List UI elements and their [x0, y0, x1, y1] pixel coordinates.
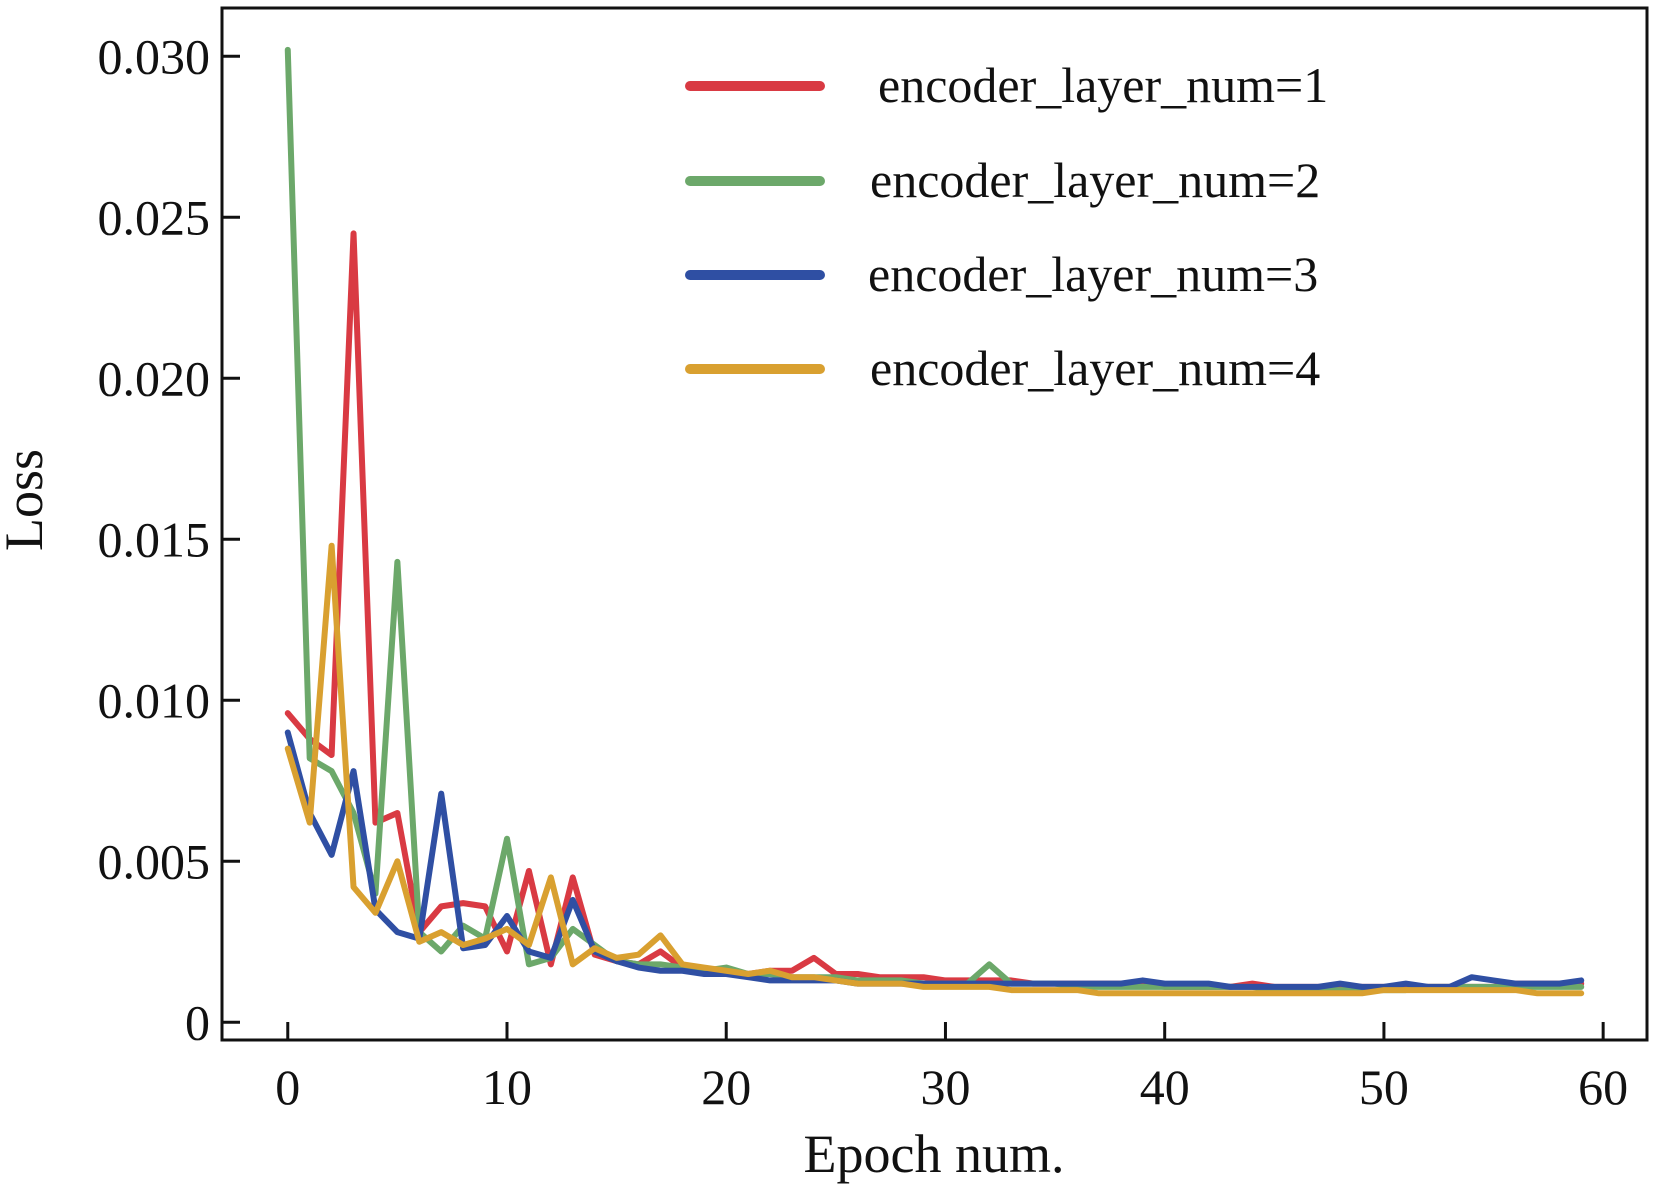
x-axis-label: Epoch num. — [804, 1124, 1065, 1184]
y-tick-label: 0.010 — [98, 672, 211, 728]
legend: encoder_layer_num=1 encoder_layer_num=2 … — [685, 57, 1328, 396]
y-tick-label: 0.005 — [98, 833, 211, 889]
x-tick-label: 60 — [1578, 1059, 1628, 1115]
axis-ticks — [222, 54, 1605, 1040]
series-line-3 — [284, 729, 1585, 990]
x-tick-label: 10 — [482, 1059, 532, 1115]
y-axis-label: Loss — [0, 449, 54, 551]
x-tick-label: 20 — [701, 1059, 751, 1115]
legend-label-series-1: encoder_layer_num=1 — [878, 57, 1328, 113]
y-tick-label: 0.020 — [98, 350, 211, 406]
plot-frame — [220, 6, 1649, 1042]
series-line-4 — [284, 542, 1585, 997]
y-tick-label: 0 — [185, 994, 210, 1050]
x-tick-label: 0 — [275, 1059, 300, 1115]
axis-tick-labels: 0 10 20 30 40 50 60 0 0.005 0.010 0.015 0.020 0.025 0… — [98, 28, 1629, 1115]
y-tick-label: 0.025 — [98, 189, 211, 245]
y-tick-label: 0.015 — [98, 511, 211, 567]
legend-label-series-4: encoder_layer_num=4 — [870, 340, 1320, 396]
series-lines — [284, 46, 1585, 997]
legend-label-series-3: encoder_layer_num=3 — [868, 246, 1318, 302]
x-tick-label: 30 — [920, 1059, 970, 1115]
y-tick-label: 0.030 — [98, 28, 211, 84]
x-tick-label: 40 — [1140, 1059, 1190, 1115]
legend-label-series-2: encoder_layer_num=2 — [870, 152, 1320, 208]
x-tick-label: 50 — [1359, 1059, 1409, 1115]
